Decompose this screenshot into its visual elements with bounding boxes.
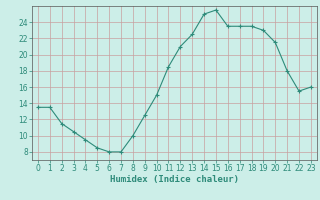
X-axis label: Humidex (Indice chaleur): Humidex (Indice chaleur) xyxy=(110,175,239,184)
